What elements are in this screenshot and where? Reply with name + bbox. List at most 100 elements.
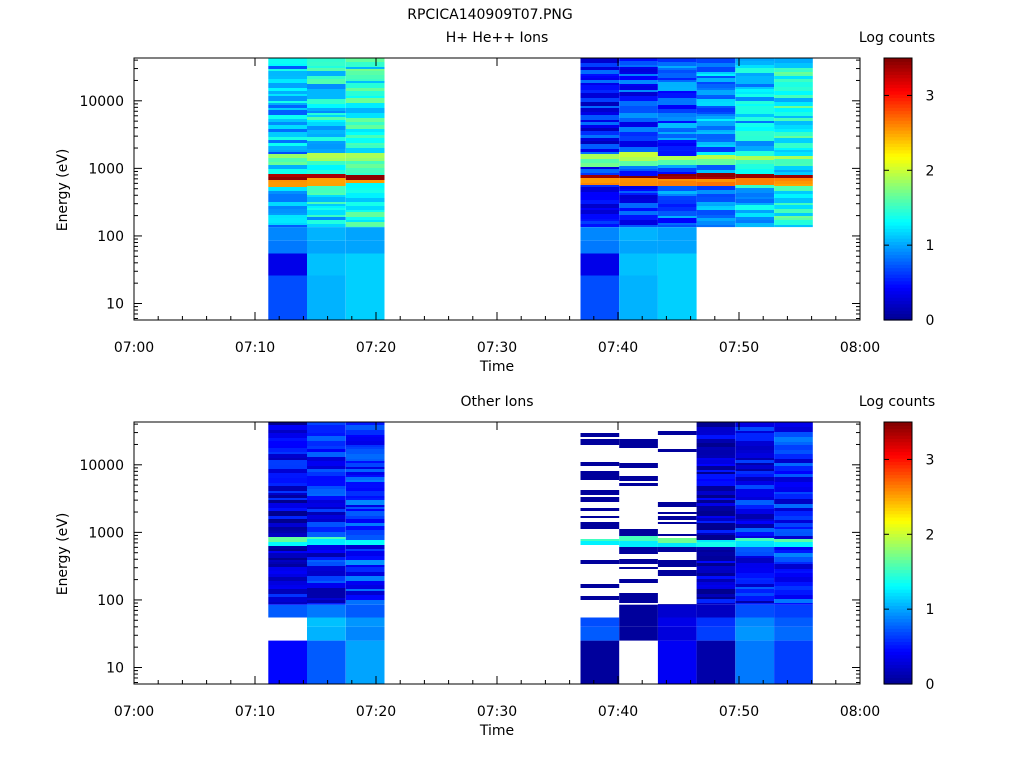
- heatmap-cell: [345, 441, 385, 445]
- heatmap-cell: [307, 512, 346, 515]
- heatmap-cell: [696, 76, 736, 78]
- heatmap-cell: [774, 487, 813, 492]
- heatmap-cell: [307, 144, 346, 149]
- heatmap-cell: [345, 496, 385, 498]
- heatmap-cell: [657, 68, 697, 70]
- heatmap-cell: [268, 503, 307, 508]
- heatmap-cell: [268, 218, 307, 223]
- heatmap-cell: [657, 58, 697, 62]
- heatmap-cell: [268, 581, 307, 585]
- colorbar-swatch: [884, 94, 912, 98]
- heatmap-cell: [657, 196, 697, 200]
- heatmap-cell: [774, 562, 813, 564]
- heatmap-cell: [345, 626, 385, 641]
- heatmap-cell: [696, 561, 736, 563]
- heatmap-cell: [307, 122, 346, 126]
- heatmap-cell: [345, 465, 385, 467]
- heatmap-cell: [696, 435, 736, 439]
- heatmap-cell: [696, 99, 736, 102]
- heatmap-cell: [268, 493, 307, 495]
- heatmap-cell: [268, 558, 307, 560]
- colorbar-swatch: [884, 280, 912, 285]
- heatmap-cell: [619, 463, 658, 468]
- heatmap-cell: [580, 522, 620, 526]
- heatmap-cell: [345, 560, 385, 565]
- heatmap-cell: [268, 143, 307, 146]
- y-tick-label: 100: [97, 593, 124, 609]
- heatmap-cell: [268, 594, 307, 597]
- colorbar-swatch: [884, 638, 912, 643]
- heatmap-cell: [619, 136, 658, 141]
- colorbar-swatch: [884, 133, 912, 138]
- heatmap-cell: [774, 216, 813, 218]
- heatmap-cell: [268, 174, 307, 177]
- heatmap-cell: [307, 583, 346, 588]
- heatmap-cell: [268, 542, 307, 546]
- colorbar-swatch: [884, 654, 912, 659]
- colorbar-swatch: [884, 595, 912, 600]
- heatmap-cell: [735, 92, 775, 94]
- heatmap-cell: [696, 472, 736, 474]
- heatmap-cell: [268, 101, 307, 103]
- heatmap-cell: [774, 557, 813, 560]
- heatmap-cell: [307, 89, 346, 94]
- heatmap-cell: [657, 512, 697, 514]
- heatmap-cell: [657, 191, 697, 194]
- heatmap-cell: [268, 110, 307, 115]
- heatmap-cell: [307, 617, 346, 627]
- heatmap-cell: [696, 556, 736, 561]
- heatmap-cell: [774, 87, 813, 91]
- heatmap-cell: [774, 536, 813, 539]
- heatmap-cell: [696, 145, 736, 147]
- heatmap-cell: [657, 66, 697, 68]
- heatmap-cell: [307, 494, 346, 496]
- heatmap-cell: [345, 500, 385, 505]
- heatmap-cell: [619, 545, 658, 547]
- heatmap-cell: [696, 197, 736, 202]
- colorbar-swatch: [884, 306, 912, 311]
- y-tick-label: 1000: [88, 525, 124, 541]
- colorbar-swatch: [884, 126, 912, 131]
- heatmap-cell: [774, 58, 813, 63]
- colorbar-swatch: [884, 530, 912, 534]
- heatmap-cell: [307, 603, 346, 605]
- heatmap-cell: [657, 626, 697, 641]
- heatmap-cell: [696, 576, 736, 579]
- heatmap-cell: [345, 118, 385, 122]
- heatmap-cell: [268, 430, 307, 433]
- heatmap-cell: [580, 539, 620, 541]
- heatmap-cell: [345, 467, 385, 469]
- heatmap-cell: [268, 88, 307, 91]
- heatmap-cell: [619, 626, 658, 641]
- heatmap-cell: [774, 577, 813, 582]
- heatmap-cell: [268, 162, 307, 165]
- heatmap-cell: [345, 519, 385, 523]
- heatmap-cell: [345, 435, 385, 437]
- heatmap-cell: [735, 199, 775, 203]
- heatmap-cell: [580, 144, 620, 149]
- heatmap-cell: [657, 113, 697, 117]
- heatmap-cell: [735, 469, 775, 471]
- heatmap-cell: [657, 132, 697, 134]
- heatmap-cell: [696, 422, 736, 427]
- heatmap-cell: [307, 576, 346, 581]
- heatmap-cell: [307, 481, 346, 486]
- heatmap-cell: [657, 70, 697, 73]
- heatmap-cell: [696, 530, 736, 533]
- heatmap-cell: [735, 626, 775, 641]
- heatmap-cell: [774, 116, 813, 118]
- heatmap-cell: [268, 498, 307, 500]
- heatmap-cell: [345, 535, 385, 540]
- heatmap-cell: [345, 437, 385, 441]
- heatmap-cell: [307, 452, 346, 457]
- heatmap-cell: [774, 511, 813, 516]
- colorbar-swatch: [884, 500, 912, 505]
- colorbar-swatch: [884, 664, 912, 669]
- heatmap-cell: [774, 529, 813, 532]
- heatmap-cell: [735, 193, 775, 197]
- heatmap-cell: [619, 147, 658, 152]
- heatmap-cell: [307, 557, 346, 560]
- heatmap-cell: [696, 506, 736, 511]
- heatmap-cell: [268, 422, 307, 425]
- heatmap-cell: [774, 640, 813, 684]
